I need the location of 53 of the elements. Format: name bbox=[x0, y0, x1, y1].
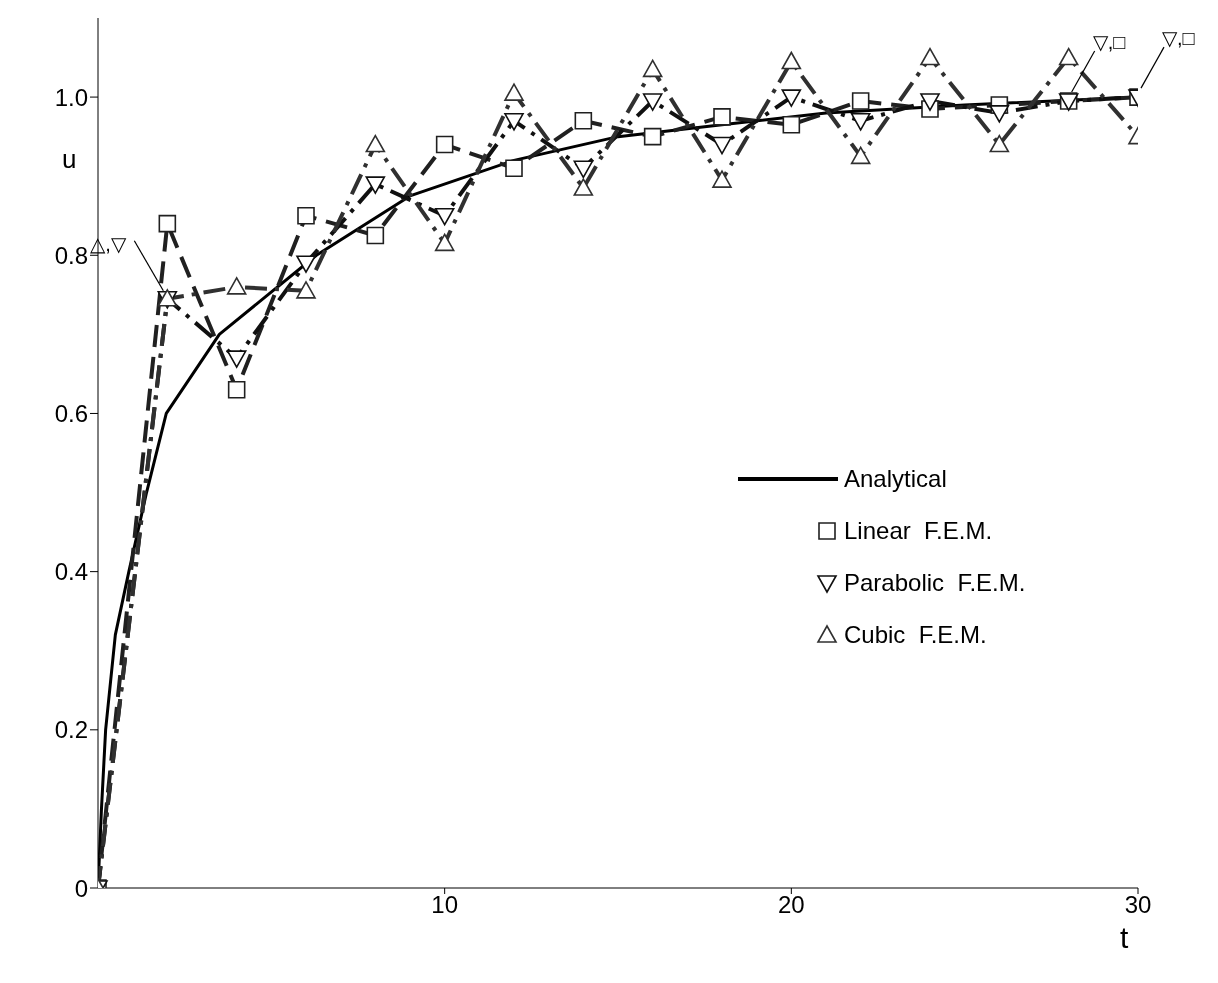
point bbox=[226, 277, 247, 295]
x-tick-label: 30 bbox=[1124, 891, 1152, 919]
point bbox=[505, 159, 523, 178]
point bbox=[158, 214, 177, 233]
point bbox=[782, 115, 801, 134]
y-tick-label: 1.0 bbox=[54, 83, 88, 111]
point bbox=[366, 226, 385, 245]
point bbox=[850, 113, 871, 131]
y-tick-label: 0 bbox=[74, 874, 88, 902]
y-tick-label: 0.6 bbox=[54, 399, 88, 427]
point bbox=[434, 207, 455, 226]
point bbox=[435, 135, 454, 154]
point bbox=[227, 380, 246, 399]
x-tick-label: 10 bbox=[431, 891, 459, 919]
point bbox=[712, 170, 732, 188]
point bbox=[989, 105, 1010, 123]
y-tick-label: 0.8 bbox=[54, 241, 88, 269]
x-tick-label: 20 bbox=[777, 891, 805, 919]
point bbox=[781, 51, 802, 70]
point bbox=[297, 206, 315, 225]
point bbox=[989, 134, 1010, 153]
annotation: ▽,□ bbox=[1092, 31, 1126, 54]
point bbox=[642, 59, 663, 78]
point bbox=[365, 134, 386, 153]
point bbox=[920, 93, 940, 111]
y-tick-label: 0.2 bbox=[54, 716, 88, 744]
y-axis-title: u bbox=[62, 144, 77, 175]
x-axis-title: t bbox=[1120, 921, 1129, 954]
y-tick-label: 0.4 bbox=[54, 558, 88, 586]
point bbox=[434, 233, 455, 252]
point bbox=[851, 92, 870, 110]
point bbox=[573, 178, 594, 196]
legend-label: Cubic F.E.M. bbox=[844, 621, 987, 649]
point bbox=[504, 83, 524, 101]
point bbox=[712, 136, 732, 155]
point bbox=[781, 89, 802, 107]
point bbox=[296, 255, 316, 273]
legend-label: Parabolic F.E.M. bbox=[844, 569, 1026, 597]
point bbox=[573, 160, 594, 179]
legend-label: Linear F.E.M. bbox=[844, 517, 993, 545]
point bbox=[643, 127, 662, 146]
point bbox=[296, 281, 316, 299]
point bbox=[504, 113, 524, 131]
point bbox=[920, 47, 940, 66]
point bbox=[642, 93, 663, 111]
point bbox=[713, 108, 731, 126]
point bbox=[574, 112, 593, 130]
point bbox=[1058, 47, 1079, 66]
annotation: △,▽ bbox=[90, 232, 127, 255]
point bbox=[850, 146, 871, 165]
point bbox=[365, 176, 386, 194]
legend-label: Analytical bbox=[844, 465, 947, 493]
annotation: ▽,□ bbox=[1162, 27, 1195, 50]
